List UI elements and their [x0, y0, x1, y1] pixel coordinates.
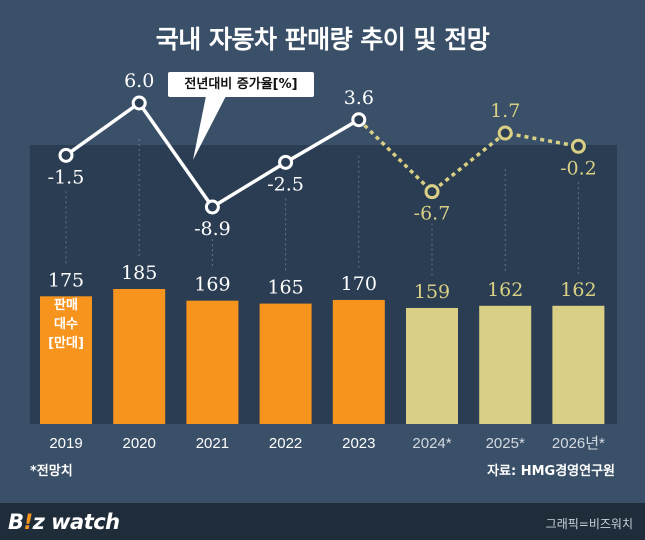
growth-marker-2024*	[424, 184, 440, 200]
source-note: 자료: HMG경영연구원	[487, 464, 615, 479]
chart-title: 국내 자동차 판매량 추이 및 전망	[155, 25, 490, 54]
bar-value-label-2020: 185	[121, 262, 157, 284]
growth-label-2024*: -6.7	[414, 203, 451, 225]
growth-label-2021: -8.9	[194, 218, 231, 240]
x-tick-label-2021: 2021	[196, 435, 229, 452]
bar-2019	[40, 296, 92, 424]
x-tick-label-2023: 2023	[342, 435, 375, 452]
growth-marker-2021	[204, 199, 220, 215]
bar-2025*	[479, 305, 532, 424]
bar-value-label-2025*: 162	[487, 279, 523, 301]
bar-2020	[113, 289, 166, 424]
brand-logo-accent: !	[23, 510, 34, 534]
bar-value-label-2023: 170	[341, 273, 377, 295]
x-tick-label-2026년*: 2026년*	[552, 435, 605, 452]
brand-logo: B!z watch	[8, 510, 120, 534]
bar-2021	[186, 300, 239, 424]
growth-label-2026년*: -0.2	[560, 157, 597, 179]
footer-bar: B!z watch 그래픽=비즈워치	[0, 503, 645, 540]
bar-value-label-2019: 175	[48, 269, 84, 291]
growth-marker-2023	[351, 112, 367, 128]
x-tick-label-2020: 2020	[123, 435, 156, 452]
bar-unit-note-line-3: [만대]	[48, 336, 84, 351]
growth-marker-2025*	[497, 125, 513, 141]
brand-logo-prefix: B	[8, 510, 24, 534]
growth-rate-callout: 전년대비 증가율[%]	[168, 72, 314, 97]
graphic-credit: 그래픽=비즈워치	[545, 517, 633, 531]
growth-label-2023: 3.6	[344, 87, 374, 109]
growth-marker-2026년*	[570, 138, 586, 154]
callout-pointer	[193, 96, 226, 160]
bar-2024*	[406, 307, 458, 424]
bar-2026년*	[552, 305, 605, 424]
x-tick-label-2025*: 2025*	[486, 435, 525, 452]
growth-label-2025*: 1.7	[490, 100, 520, 122]
bar-unit-note-line-1: 판매	[54, 298, 78, 313]
x-tick-label-2022: 2022	[269, 435, 302, 452]
bar-value-label-2026년*: 162	[560, 279, 596, 301]
x-tick-label-2019: 2019	[49, 435, 82, 452]
growth-marker-2019	[58, 147, 74, 163]
brand-logo-rest: z watch	[32, 510, 121, 534]
bar-value-label-2022: 165	[267, 277, 303, 299]
growth-line-forecast	[357, 118, 579, 194]
bar-2023	[332, 299, 385, 424]
bar-value-label-2024*: 159	[414, 281, 450, 303]
x-tick-label-2024*: 2024*	[412, 435, 451, 452]
growth-label-2022: -2.5	[267, 173, 304, 195]
growth-label-2019: -1.5	[48, 166, 85, 188]
bar-unit-note: 판매 대수 [만대]	[40, 296, 92, 353]
growth-marker-2022	[278, 154, 294, 170]
bar-2022	[259, 303, 312, 424]
bar-unit-note-line-2: 대수	[54, 317, 78, 332]
forecast-footnote: *전망치	[30, 464, 73, 479]
bar-value-label-2021: 169	[194, 274, 230, 296]
growth-label-2020: 6.0	[124, 70, 154, 92]
growth-marker-2020	[131, 95, 147, 111]
